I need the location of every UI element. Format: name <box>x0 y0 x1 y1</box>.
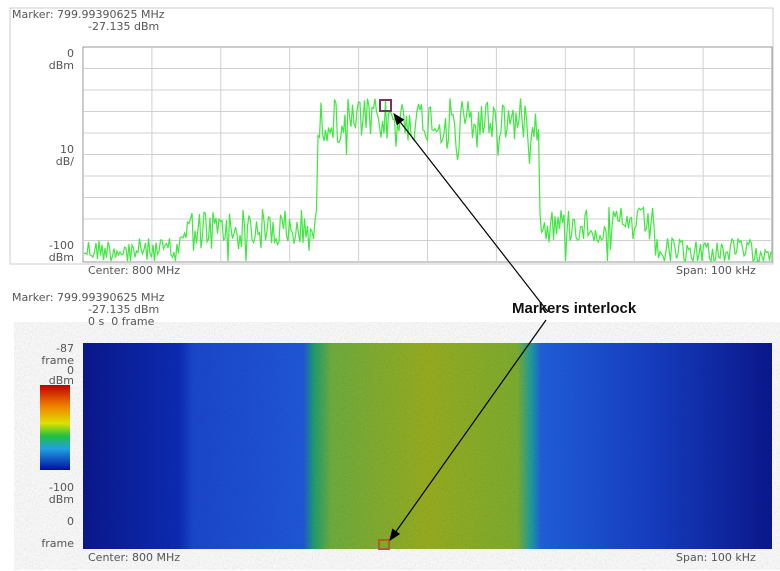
arrow <box>393 113 549 313</box>
spectrum-trace <box>83 98 772 263</box>
y-label: dBm <box>48 374 74 387</box>
marker-freq: Marker: 799.99390625 MHz <box>12 8 165 21</box>
y-label: 10 <box>60 143 74 156</box>
marker-freq: Marker: 799.99390625 MHz <box>12 291 165 304</box>
marker-level: -27.135 dBm <box>88 303 160 316</box>
marker-level: -27.135 dBm <box>88 20 160 33</box>
y-label: 0 <box>67 515 74 528</box>
spectrogram-noise <box>83 343 772 549</box>
center: Center: 800 MHz <box>88 264 181 277</box>
time: 0 s 0 frame <box>88 315 155 328</box>
y-label: 0 <box>67 47 74 60</box>
color-bar <box>40 385 70 470</box>
y-label: dBm <box>48 493 74 506</box>
y-label: dBm <box>48 59 74 72</box>
y-label: frame <box>41 354 74 367</box>
marker-bottom <box>378 539 390 550</box>
y-label: -87 <box>56 342 74 355</box>
arrow <box>389 319 547 541</box>
center: Center: 800 MHz <box>88 551 181 564</box>
y-label: dBm <box>48 251 74 264</box>
y-label: 0 <box>67 364 74 377</box>
y-label: dB/ <box>55 155 74 168</box>
y-label: frame <box>41 537 74 550</box>
top-frame <box>9 7 774 265</box>
span: Span: 100 kHz <box>676 551 756 564</box>
annotation: Markers interlock <box>512 300 637 317</box>
span: Span: 100 kHz <box>676 264 756 277</box>
y-label: -100 <box>49 481 74 494</box>
y-label: -100 <box>49 239 74 252</box>
marker-top <box>379 99 392 112</box>
